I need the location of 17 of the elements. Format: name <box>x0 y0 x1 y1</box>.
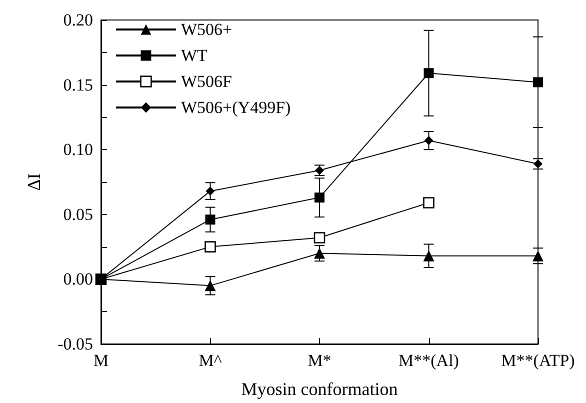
y-tick-label: 0.15 <box>63 75 93 94</box>
y-tick-label: 0.20 <box>63 10 93 30</box>
x-axis-title: Myosin conformation <box>241 379 398 399</box>
x-tick-label: M <box>93 351 109 370</box>
legend-label: W506+ <box>181 20 232 39</box>
legend-label: W506F <box>181 72 232 91</box>
x-tick-label: M**(Al) <box>398 351 459 370</box>
legend-label: W506+(Y499F) <box>181 98 291 117</box>
y-tick-label: 0.00 <box>63 270 93 289</box>
legend-label: WT <box>181 46 208 65</box>
x-tick-label: M^ <box>198 351 222 370</box>
y-tick-label: -0.05 <box>58 334 93 354</box>
x-tick-label: M* <box>308 351 332 370</box>
y-axis-title: ΔI <box>24 173 44 191</box>
x-tick-label: M**(ATP) <box>501 351 575 370</box>
y-tick-label: 0.05 <box>63 204 93 224</box>
y-tick-label: 0.10 <box>63 140 93 160</box>
